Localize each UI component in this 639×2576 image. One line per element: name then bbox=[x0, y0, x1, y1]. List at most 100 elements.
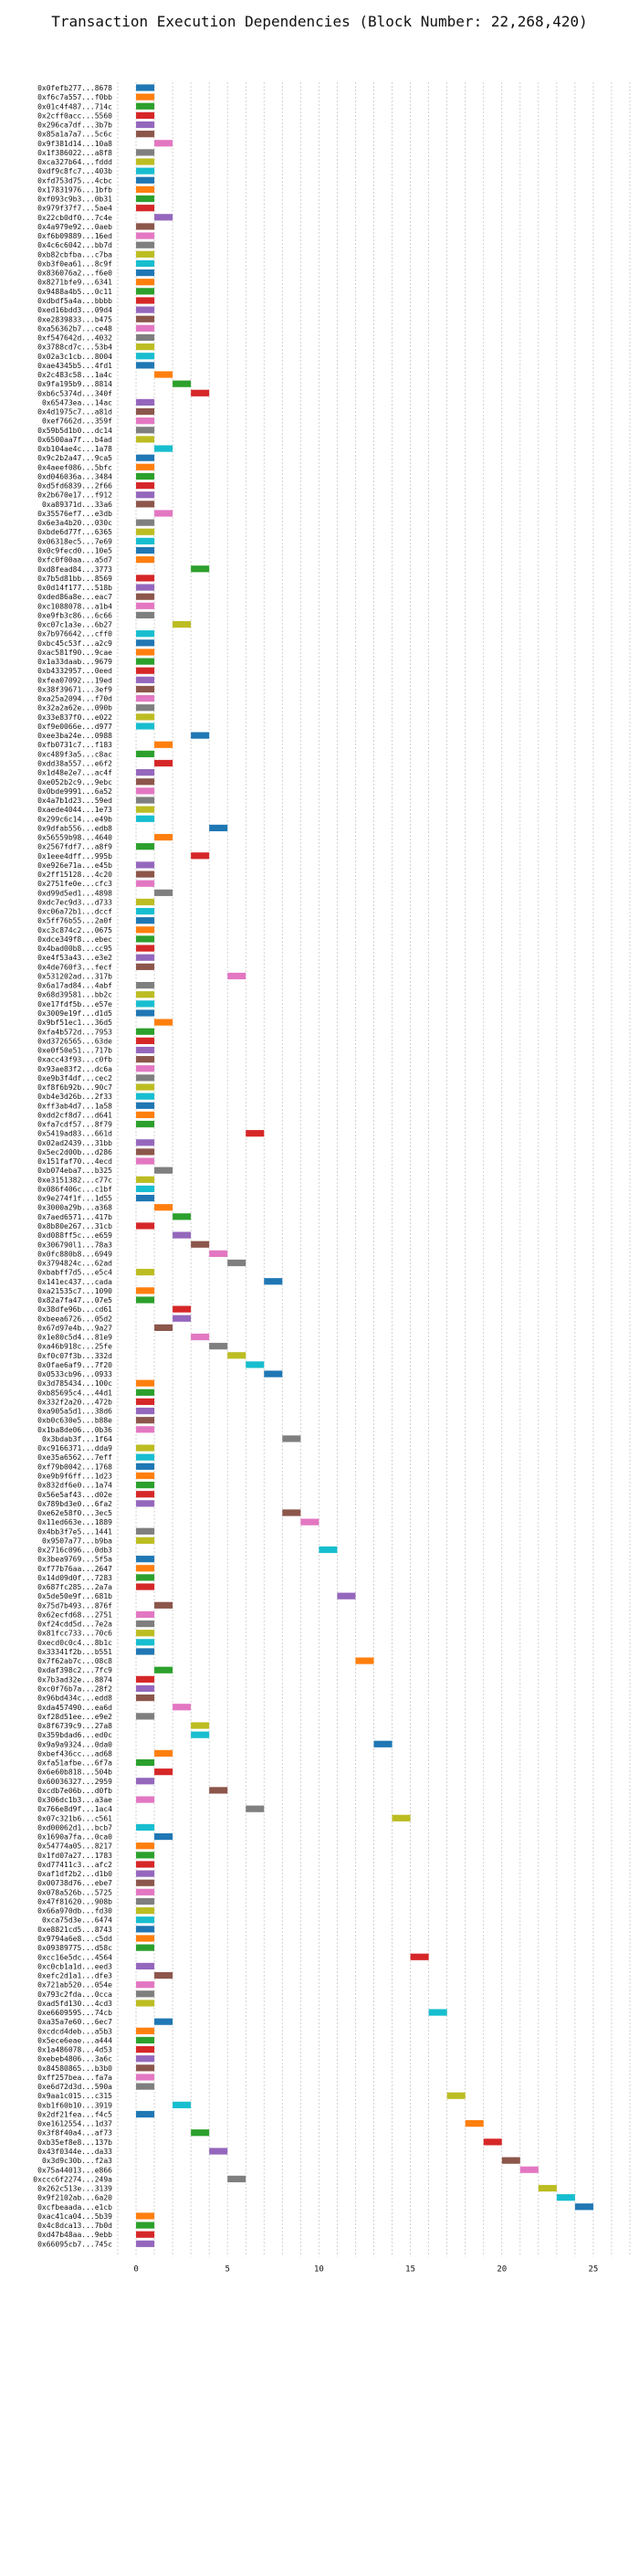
y-tick-label: 0x1eee4dff...995b bbox=[37, 852, 112, 860]
y-tick-label: 0x66095cb7...745c bbox=[37, 2240, 112, 2248]
grid-lines bbox=[117, 82, 631, 2257]
bar bbox=[209, 1787, 228, 1794]
bar bbox=[136, 1028, 155, 1035]
y-tick-label: 0xf77b76aa...2647 bbox=[37, 1565, 112, 1573]
bar bbox=[136, 398, 155, 406]
bar bbox=[136, 593, 155, 600]
y-tick-label: 0xc489f3a5...c8ac bbox=[37, 750, 112, 758]
bar bbox=[136, 694, 155, 702]
bar bbox=[136, 797, 155, 804]
y-tick-label: 0x82a7fa47...07e5 bbox=[37, 1296, 112, 1304]
bar bbox=[136, 2045, 155, 2053]
y-tick-label: 0xe9b3f4df...cec2 bbox=[37, 1074, 112, 1082]
bar bbox=[136, 1583, 155, 1590]
bar bbox=[136, 982, 155, 989]
bar bbox=[173, 1305, 192, 1313]
bar bbox=[136, 501, 155, 508]
y-tick-label: 0xd99d5ed1...4898 bbox=[37, 889, 112, 897]
bar bbox=[136, 546, 155, 554]
bar bbox=[556, 2194, 575, 2201]
bar bbox=[136, 963, 155, 970]
bar bbox=[136, 1009, 155, 1017]
y-tick-label: 0x38f39671...3ef9 bbox=[37, 685, 112, 693]
y-tick-label: 0x306dc1b3...a3ae bbox=[37, 1796, 112, 1804]
y-tick-label: 0xbabff7d5...e5c4 bbox=[37, 1269, 112, 1277]
bar bbox=[136, 1935, 155, 1942]
bar bbox=[136, 306, 155, 313]
bar bbox=[136, 991, 155, 998]
y-tick-label: 0x0d14f177...518b bbox=[37, 584, 112, 592]
y-tick-label: 0x14d09d0f...7283 bbox=[37, 1574, 112, 1582]
y-tick-label: 0x2df21fea...f4c5 bbox=[37, 2110, 112, 2118]
bar bbox=[501, 2157, 520, 2164]
bar bbox=[136, 2055, 155, 2063]
bar bbox=[154, 1768, 173, 1776]
y-tick-label: 0xdc7ec9d3...d733 bbox=[37, 898, 112, 906]
y-tick-label: 0x6e60b818...504b bbox=[37, 1768, 112, 1777]
y-tick-label: 0x979f37f7...5ae4 bbox=[37, 205, 112, 213]
bar bbox=[191, 565, 210, 573]
y-tick-label: 0x4aeef086...5bfc bbox=[37, 463, 112, 471]
y-tick-label: 0xcdb7e06b...d0fb bbox=[37, 1787, 112, 1795]
y-tick-label: 0xf0c07f3b...332d bbox=[37, 1352, 112, 1360]
y-tick-label: 0xa35a7e60...6ec7 bbox=[37, 2018, 112, 2026]
bar bbox=[136, 2000, 155, 2007]
y-tick-label: 0xb4332957...0eed bbox=[37, 667, 112, 675]
bar bbox=[136, 2222, 155, 2229]
y-tick-label: 0x06318ec5...7e69 bbox=[37, 537, 112, 545]
bar bbox=[446, 2092, 466, 2099]
y-tick-label: 0xbc45c53f...a2c9 bbox=[37, 639, 112, 648]
y-tick-label: 0x2716c096...0db3 bbox=[37, 1547, 112, 1555]
y-tick-label: 0xdbdf5a4a...bbbb bbox=[37, 297, 112, 305]
y-tick-label: 0xbef436cc...ad68 bbox=[37, 1749, 112, 1758]
bar bbox=[136, 1185, 155, 1193]
y-tick-label: 0x9bf51ec1...36d5 bbox=[37, 1019, 112, 1027]
bar bbox=[136, 1195, 155, 1202]
y-tick-label: 0x68d39581...bb2c bbox=[37, 991, 112, 999]
x-tick-label: 5 bbox=[225, 2265, 230, 2274]
y-tick-label: 0xb6c5374d...340f bbox=[37, 389, 112, 397]
bar bbox=[136, 667, 155, 674]
bar bbox=[136, 1852, 155, 1859]
bar bbox=[136, 1269, 155, 1276]
y-tick-label: 0x1f386022...a8f8 bbox=[37, 149, 112, 157]
y-tick-label: 0xfea07092...19ed bbox=[37, 676, 112, 684]
y-tick-label: 0xe926e71a...e45b bbox=[37, 861, 112, 870]
bar bbox=[136, 1574, 155, 1581]
y-tick-label: 0xfc0f00aa...a5d7 bbox=[37, 556, 112, 565]
y-tick-label: 0x3bea9769...5f5a bbox=[37, 1556, 112, 1564]
bar bbox=[136, 1500, 155, 1507]
y-tick-label: 0x7b976642...cff0 bbox=[37, 630, 112, 639]
y-tick-label: 0xa46b918c...25fe bbox=[37, 1343, 112, 1351]
bar bbox=[136, 1639, 155, 1646]
y-tick-label: 0x151faf70...4ecd bbox=[37, 1157, 112, 1166]
bar bbox=[136, 861, 155, 869]
x-tick-label: 0 bbox=[133, 2265, 138, 2274]
y-tick-label: 0xe6d72d3d...590a bbox=[37, 2083, 112, 2091]
bar bbox=[465, 2120, 484, 2127]
y-tick-label: 0xc06a72b1...dccf bbox=[37, 908, 112, 916]
y-tick-label: 0x3d9c30b...f2a3 bbox=[42, 2157, 112, 2165]
y-tick-label: 0xf093c9b3...0b31 bbox=[37, 195, 112, 204]
y-tick-label: 0x9dfab556...edb8 bbox=[37, 824, 112, 832]
y-tick-label: 0xe6609595...74cb bbox=[37, 2009, 112, 2017]
bar bbox=[173, 1213, 192, 1220]
y-tick-label: 0xebeb4806...3a6c bbox=[37, 2055, 112, 2064]
y-tick-label: 0xd00062d1...bcb7 bbox=[37, 1823, 112, 1832]
bar bbox=[136, 685, 155, 693]
y-tick-label: 0x84580865...b3b0 bbox=[37, 2064, 112, 2073]
bar bbox=[136, 315, 155, 322]
x-tick-label: 25 bbox=[589, 2265, 599, 2274]
y-tick-label: 0x4a979e92...0aeb bbox=[37, 223, 112, 231]
bar bbox=[282, 1509, 301, 1516]
bar bbox=[136, 1426, 155, 1433]
bar bbox=[136, 1796, 155, 1803]
y-tick-label: 0x332f2a20...472b bbox=[37, 1398, 112, 1406]
bar bbox=[136, 1694, 155, 1702]
y-tick-label: 0xb0c630e5...b88e bbox=[37, 1417, 112, 1425]
bar bbox=[227, 1352, 246, 1359]
bar bbox=[136, 223, 155, 230]
y-tick-label: 0x6500aa7f...b4ad bbox=[37, 436, 112, 444]
bar bbox=[154, 214, 173, 221]
